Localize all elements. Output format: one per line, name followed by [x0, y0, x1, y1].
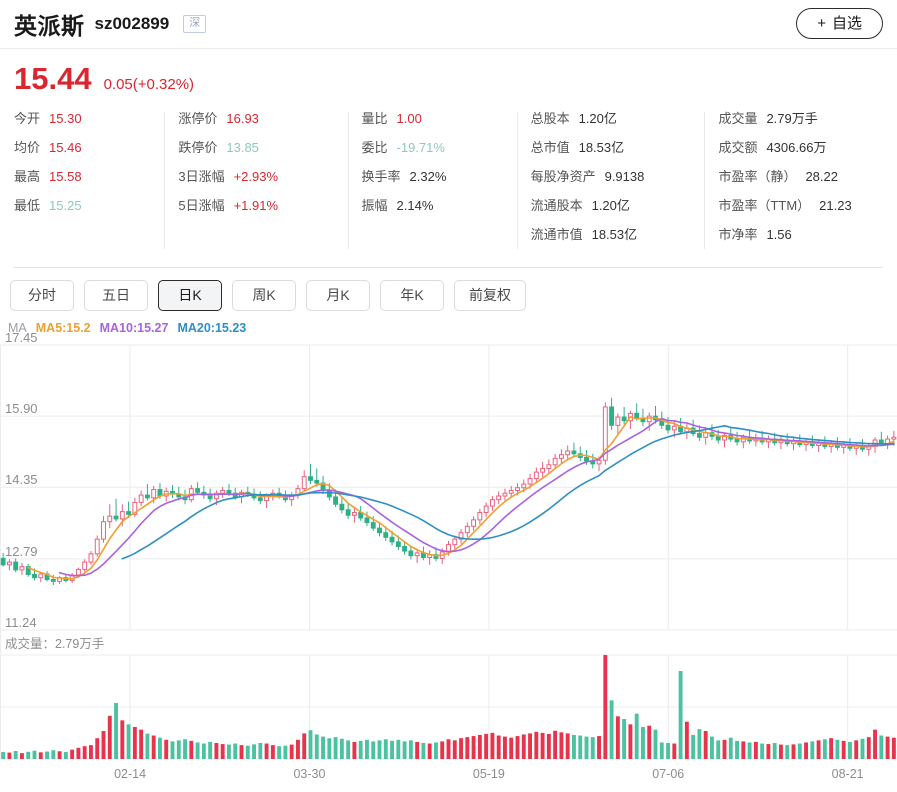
- stat-row: 市盈率（静） 28.22: [718, 166, 897, 195]
- stat-row: 均价 15.46: [14, 137, 164, 166]
- stat-value: 18.53亿: [591, 227, 638, 242]
- stats-column-4: 总股本 1.20亿 总市值 18.53亿 每股净资产 9.9138 流通股本 1.20亿 流通市…: [516, 108, 705, 253]
- stat-row: 每股净资产 9.9138: [531, 166, 705, 195]
- stat-label: 量比: [361, 111, 388, 126]
- ma-legend-label: MA: [8, 320, 27, 335]
- ma-legend-ma20: MA20:15.23: [177, 320, 247, 335]
- stat-value: 9.9138: [604, 169, 645, 184]
- stat-value: 1.00: [396, 111, 422, 126]
- stat-label: 成交量: [718, 111, 758, 126]
- stat-row: 委比 -19.71%: [362, 137, 517, 166]
- stat-label: 换手率: [361, 169, 401, 184]
- stat-value: 4306.66万: [766, 140, 827, 155]
- stat-label: 最高: [14, 169, 41, 184]
- stats-column-3: 量比 1.00 委比 -19.71% 换手率 2.32% 振幅 2.14%: [347, 108, 517, 253]
- stat-value: -19.71%: [396, 140, 445, 155]
- stat-row: 跌停价 13.85: [178, 137, 347, 166]
- stat-label: 涨停价: [178, 111, 218, 126]
- stat-label: 总股本: [530, 111, 570, 126]
- stat-value: 15.25: [49, 198, 82, 213]
- stat-value: 1.20亿: [578, 111, 617, 126]
- stat-value: 1.20亿: [591, 198, 630, 213]
- stat-row: 流通市值 18.53亿: [531, 224, 705, 253]
- stat-label: 总市值: [530, 140, 570, 155]
- stat-label: 跌停价: [178, 140, 218, 155]
- stat-label: 3日涨幅: [178, 169, 225, 184]
- stat-row: 总股本 1.20亿: [531, 108, 705, 137]
- stat-value: 2.79万手: [766, 111, 818, 126]
- stats-table: 今开 15.30 均价 15.46 最高 15.58 最低 15.25 涨停价 16.93 跌停价 1…: [0, 106, 897, 263]
- tab-0[interactable]: 分时: [10, 280, 74, 311]
- stat-value: 28.22: [805, 169, 838, 184]
- stock-code: sz002899: [94, 14, 170, 33]
- ma-legend-ma5: MA5:15.2: [35, 320, 91, 335]
- stat-label: 今开: [14, 111, 41, 126]
- stat-row: 最高 15.58: [14, 166, 164, 195]
- stat-value: 21.23: [819, 198, 852, 213]
- stat-row: 流通股本 1.20亿: [531, 195, 705, 224]
- stat-row: 换手率 2.32%: [362, 166, 517, 195]
- stat-row: 市盈率（TTM） 21.23: [718, 195, 897, 224]
- price-change: 0.05(+0.32%): [103, 76, 195, 93]
- stat-label: 市盈率（静）: [718, 169, 797, 184]
- stat-value: 2.32%: [409, 169, 447, 184]
- stats-divider: [14, 267, 883, 268]
- tab-5[interactable]: 年K: [380, 280, 444, 311]
- tab-active-2[interactable]: 日K: [158, 280, 222, 311]
- plus-icon: +: [817, 15, 826, 32]
- stat-label: 振幅: [361, 198, 388, 213]
- stats-column-5: 成交量 2.79万手 成交额 4306.66万市盈率（静） 28.22 市盈率（TTM） 2…: [704, 108, 897, 253]
- stat-row: 今开 15.30: [14, 108, 164, 137]
- stats-column-2: 涨停价 16.93 跌停价 13.85 3日涨幅 +2.93% 5日涨幅 +1.91%: [164, 108, 347, 253]
- stat-row: 市净率 1.56: [718, 224, 897, 253]
- tab-6[interactable]: 前复权: [454, 280, 526, 311]
- tab-1[interactable]: 五日: [84, 280, 148, 311]
- kline-chart-svg[interactable]: [0, 337, 897, 792]
- tab-4[interactable]: 月K: [306, 280, 370, 311]
- stat-row: 总市值 18.53亿: [531, 137, 705, 166]
- stat-row: 5日涨幅 +1.91%: [178, 195, 347, 224]
- chart-period-tabs: 分时 五日 日K 周K 月K 年K 前复权: [0, 268, 897, 319]
- stat-value: +2.93%: [233, 169, 279, 184]
- ma-legend-ma10: MA10:15.27: [99, 320, 169, 335]
- stat-row: 量比 1.00: [362, 108, 517, 137]
- stat-row: 成交量 2.79万手: [718, 108, 897, 137]
- stats-column-1: 今开 15.30 均价 15.46 最高 15.58 最低 15.25: [0, 108, 164, 253]
- last-price: 15.44: [14, 61, 92, 96]
- stock-name: 英派斯: [14, 13, 85, 39]
- header-divider: [0, 48, 897, 49]
- stat-value: 2.14%: [396, 198, 434, 213]
- stat-label: 均价: [14, 140, 41, 155]
- app-header: 英派斯 sz002899 深 + 自选: [0, 0, 897, 48]
- market-badge: 深: [183, 14, 207, 34]
- stat-label: 市净率: [718, 227, 758, 242]
- stat-label: 最低: [14, 198, 41, 213]
- stat-value: 16.93: [226, 111, 259, 126]
- stat-value: 15.30: [49, 111, 82, 126]
- stat-value: +1.91%: [233, 198, 279, 213]
- stat-label: 流通市值: [530, 227, 583, 242]
- watch-button-label: 自选: [831, 15, 862, 32]
- stat-value: 15.46: [49, 140, 82, 155]
- stat-value: 13.85: [226, 140, 259, 155]
- tab-3[interactable]: 周K: [232, 280, 296, 311]
- stat-label: 委比: [361, 140, 388, 155]
- kline-chart[interactable]: 17.45 15.90 14.35 12.79 11.24 成交量：2.79万手 02-…: [0, 330, 897, 792]
- add-to-watchlist-button[interactable]: + 自选: [796, 8, 883, 39]
- price-summary: 15.44 0.05(+0.32%): [0, 49, 897, 106]
- stat-label: 流通股本: [530, 198, 583, 213]
- stat-label: 市盈率（TTM）: [718, 198, 811, 213]
- stat-label: 成交额: [718, 140, 758, 155]
- stat-row: 涨停价 16.93: [178, 108, 347, 137]
- stat-value: 15.58: [49, 169, 82, 184]
- stat-value: 1.56: [766, 227, 792, 242]
- stat-label: 每股净资产: [530, 169, 596, 184]
- stat-value: 18.53亿: [578, 140, 625, 155]
- stat-row: 振幅 2.14%: [362, 195, 517, 224]
- stat-row: 3日涨幅 +2.93%: [178, 166, 347, 195]
- stat-row: 最低 15.25: [14, 195, 164, 224]
- stat-label: 5日涨幅: [178, 198, 225, 213]
- ma-legend: MA MA5:15.2 MA10:15.27 MA20:15.23: [0, 319, 897, 337]
- stat-row: 成交额 4306.66万: [718, 137, 897, 166]
